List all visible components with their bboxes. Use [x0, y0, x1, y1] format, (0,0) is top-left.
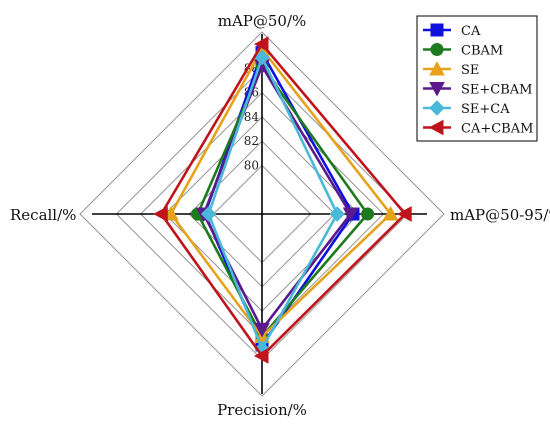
- data-point-marker: [429, 100, 445, 116]
- grid-ring: [79, 31, 445, 397]
- data-point-marker: [430, 43, 444, 56]
- data-point-marker: [361, 207, 375, 221]
- data-point-marker: [428, 119, 444, 136]
- legend-item: SE+CBAM: [423, 82, 533, 98]
- axis-title-up: mAP@50/%: [218, 12, 307, 30]
- data-point-marker: [254, 49, 270, 66]
- series-se-ca: [200, 49, 345, 357]
- radial-tick-label: 84: [244, 110, 260, 124]
- legend-label: SE+CBAM: [461, 83, 533, 98]
- axis-titles: mAP@50/% mAP@50-95/% Precision/% Recall/%: [10, 12, 550, 419]
- legend-label: SE+CA: [461, 102, 510, 117]
- legend: CA CBAM SE SE+CBAM SE+CA CA+CBAM: [416, 15, 538, 142]
- data-point-marker: [329, 206, 345, 222]
- data-point-marker: [430, 23, 444, 37]
- legend-item: CBAM: [423, 43, 503, 59]
- legend-label: SE: [461, 63, 479, 78]
- data-point-marker: [382, 205, 399, 221]
- legend-item: SE+CA: [423, 100, 510, 117]
- radar-series: [153, 36, 412, 364]
- legend-item: CA: [423, 23, 481, 39]
- data-point-marker: [397, 206, 412, 222]
- data-point-marker: [429, 82, 445, 97]
- data-point-marker: [153, 206, 168, 222]
- series-ca-cbam: [153, 36, 412, 364]
- data-point-marker: [200, 206, 217, 222]
- data-point-marker: [342, 207, 359, 223]
- legend-label: CBAM: [461, 44, 503, 59]
- legend-box: [416, 15, 538, 142]
- legend-item: CA+CBAM: [423, 119, 533, 137]
- axis-title-down: Precision/%: [217, 401, 307, 419]
- legend-item: SE: [423, 60, 479, 78]
- data-point-marker: [429, 60, 445, 76]
- legend-label: CA: [461, 24, 481, 39]
- legend-label: CA+CBAM: [461, 122, 533, 137]
- data-point-marker: [254, 322, 270, 338]
- data-point-marker: [253, 348, 269, 364]
- radial-tick-label: 80: [244, 158, 259, 172]
- radial-tick-label: 82: [244, 134, 259, 148]
- axis-title-left: Recall/%: [10, 206, 76, 224]
- axis-title-right: mAP@50-95/%: [450, 206, 550, 224]
- data-point-marker: [253, 36, 269, 52]
